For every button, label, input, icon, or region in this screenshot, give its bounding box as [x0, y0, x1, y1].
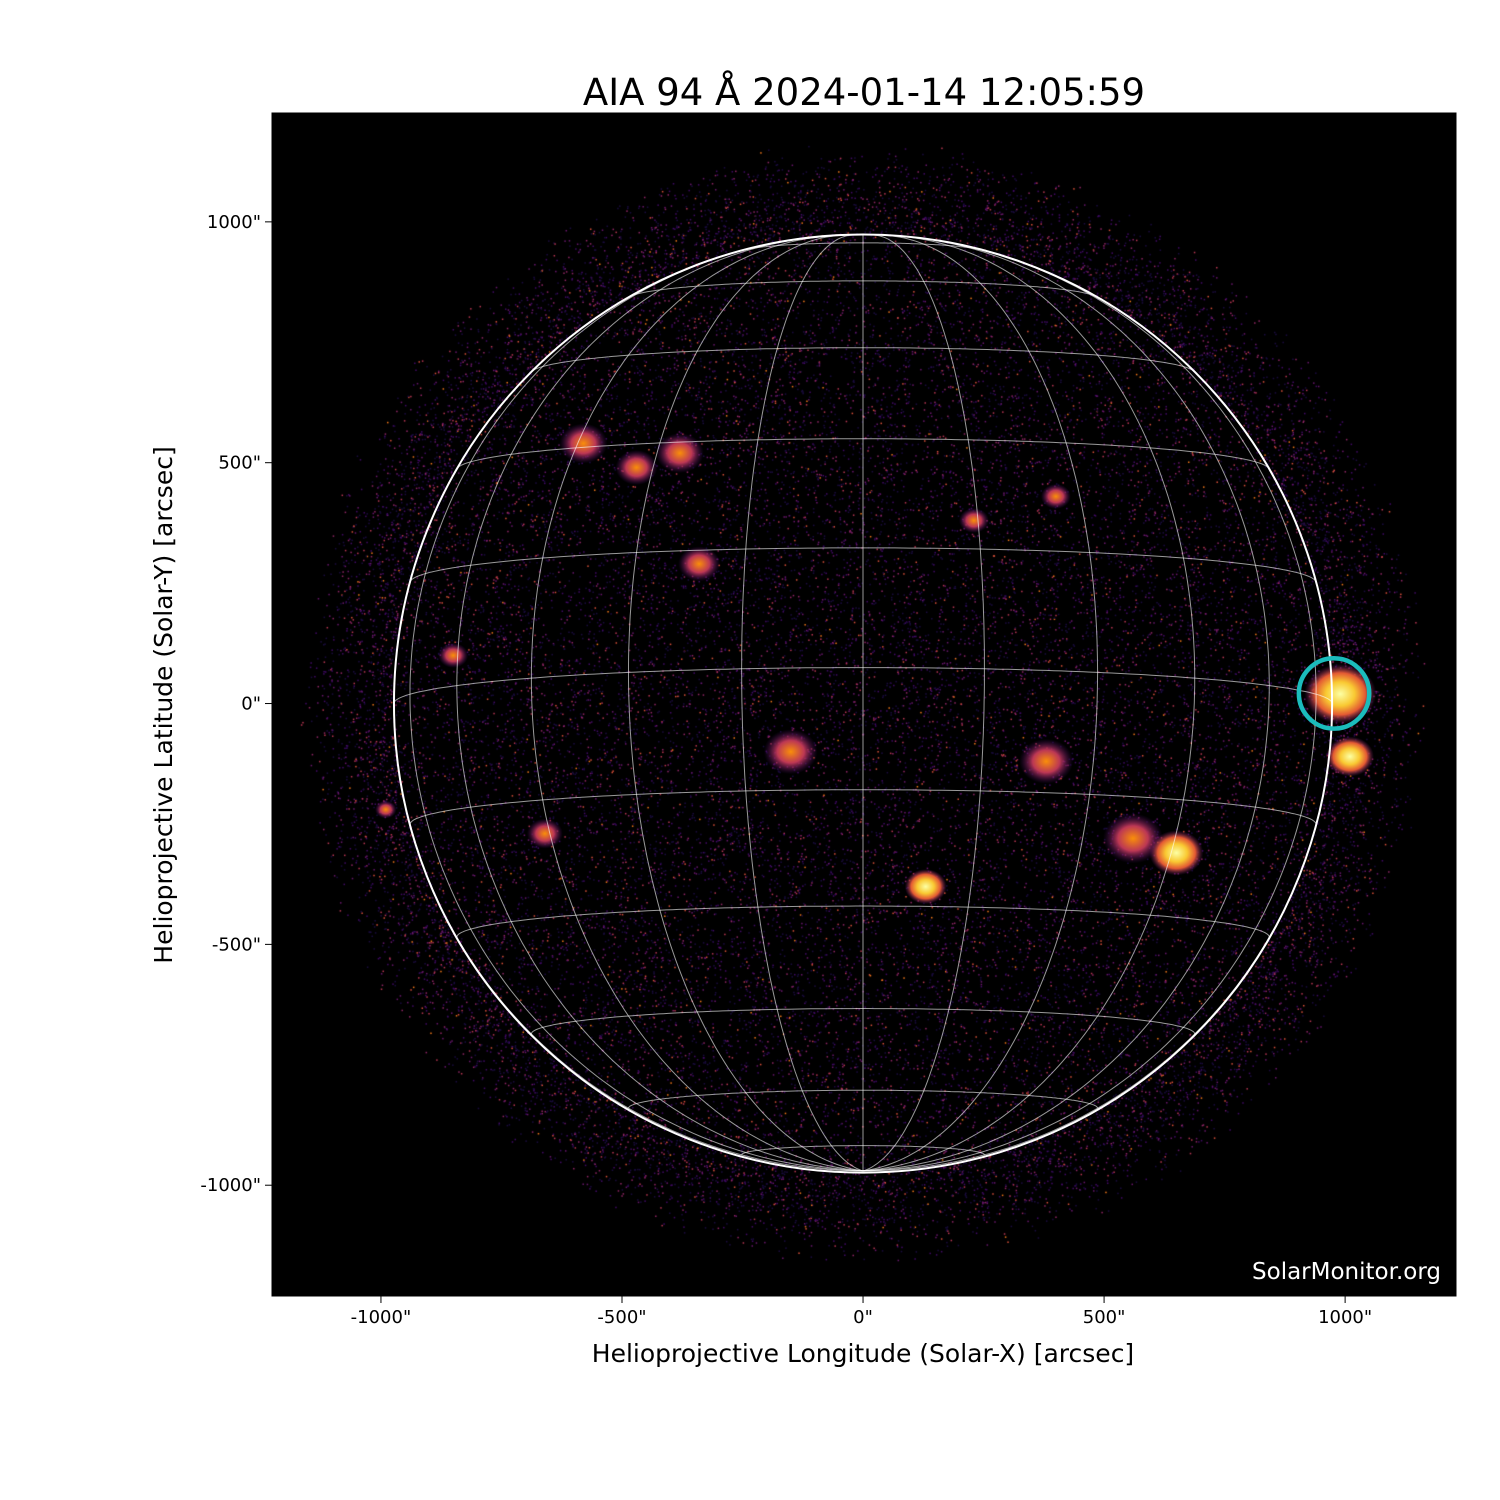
- y-tick-label: -1000": [200, 1175, 261, 1196]
- y-tick-label: 500": [218, 453, 261, 474]
- active-region: [763, 729, 818, 775]
- y-tick-label: 0": [241, 694, 261, 715]
- longitude-line: [409, 253, 864, 1172]
- x-tick-label: 1000": [1318, 1307, 1372, 1328]
- active-region: [559, 423, 608, 464]
- active-regions: [374, 423, 1377, 905]
- longitude-line: [628, 235, 864, 1172]
- longitude-line: [530, 236, 864, 1172]
- solar-limb: [392, 233, 1334, 1174]
- active-region: [958, 507, 989, 533]
- longitude-line: [456, 238, 864, 1172]
- x-tick-label: -500": [597, 1307, 646, 1328]
- longitude-line: [862, 253, 1317, 1172]
- annotation-circle: [1296, 655, 1372, 731]
- watermark: SolarMonitor.org: [1252, 1259, 1441, 1285]
- x-tick-label: -1000": [351, 1307, 412, 1328]
- active-region: [1103, 813, 1164, 864]
- longitude-line: [862, 236, 1196, 1172]
- x-tick-label: 0": [853, 1307, 873, 1328]
- active-region: [1304, 663, 1377, 724]
- active-region: [1019, 738, 1074, 784]
- x-tick-label: 500": [1083, 1307, 1126, 1328]
- active-region: [526, 818, 563, 849]
- x-axis-label: Helioprojective Longitude (Solar-X) [arc…: [592, 1339, 1134, 1368]
- y-tick-label: 1000": [207, 212, 261, 233]
- longitude-line: [862, 234, 985, 1172]
- solar-image: [272, 113, 1456, 1296]
- y-tick-label: -500": [212, 934, 261, 955]
- axes-frame: [271, 112, 1457, 1297]
- active-region: [904, 869, 947, 905]
- active-region: [678, 546, 721, 582]
- axis-ticks: -1000" -500" 0" 500" 1000" 1000" 500" 0" -500" -1…: [200, 212, 1372, 1328]
- longitude-line: [862, 235, 1099, 1172]
- y-axis-label: Helioprojective Latitude (Solar-Y) [arcs…: [149, 446, 178, 963]
- active-region: [438, 642, 469, 668]
- active-region: [1040, 483, 1071, 509]
- active-region: [615, 450, 658, 486]
- longitude-line: [741, 234, 864, 1172]
- heliographic-grid: [393, 234, 1333, 1172]
- active-region: [374, 800, 397, 819]
- active-region: [1325, 736, 1374, 777]
- longitude-line: [862, 238, 1270, 1172]
- active-region: [1149, 830, 1204, 876]
- active-region: [655, 433, 704, 474]
- chart-title: AIA 94 Å 2024-01-14 12:05:59: [583, 70, 1145, 114]
